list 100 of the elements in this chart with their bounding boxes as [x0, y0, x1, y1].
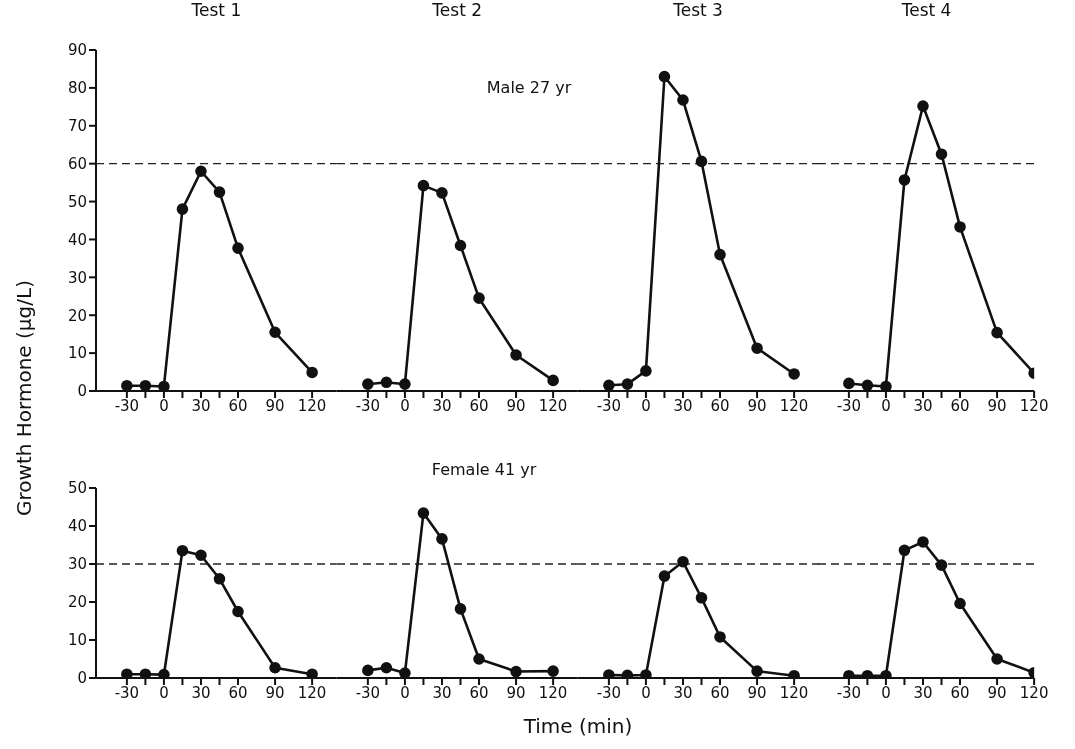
x-tick-label: 120 — [779, 683, 809, 702]
x-axis-title: Time (min) — [523, 714, 633, 738]
chart-title: Test 4 — [900, 0, 953, 20]
point — [713, 631, 726, 643]
x-tick-label: -30 — [596, 396, 621, 415]
x-tick-label: 0 — [640, 683, 651, 702]
x-tick-label: 30 — [673, 683, 693, 702]
point — [269, 661, 281, 674]
y-tick-label: 10 — [67, 631, 87, 650]
point — [121, 379, 133, 391]
point — [454, 603, 467, 615]
point — [398, 378, 411, 390]
x-tick-label: 0 — [881, 683, 892, 702]
x-tick-label: 30 — [432, 396, 452, 415]
x-tick-label: 60 — [469, 396, 489, 415]
point — [121, 668, 133, 678]
annotation: Male 27 yr — [486, 78, 572, 97]
x-tick-label: 0 — [159, 396, 169, 415]
y-tick-label: 40 — [67, 230, 87, 249]
y-tick-label: 50 — [67, 192, 87, 211]
point — [232, 605, 244, 618]
point — [213, 186, 226, 198]
point — [269, 326, 281, 339]
point — [139, 668, 152, 678]
x-tick-label: 30 — [191, 396, 211, 415]
point — [658, 70, 670, 83]
text: Female 41 yr — [431, 460, 537, 479]
point — [158, 380, 170, 391]
point — [899, 174, 911, 186]
point — [639, 365, 652, 377]
x-tick-label: 60 — [469, 683, 489, 702]
point — [658, 570, 670, 582]
x-tick-label: 30 — [913, 683, 933, 702]
point — [510, 349, 522, 361]
point — [547, 374, 559, 387]
point — [936, 148, 948, 160]
point — [380, 661, 393, 674]
point — [195, 549, 207, 562]
y-tick-label: 40 — [67, 517, 87, 536]
point — [176, 203, 189, 215]
point — [139, 379, 152, 391]
x-tick-label: 30 — [432, 683, 452, 702]
point — [473, 292, 485, 304]
x-tick-label: 60 — [950, 396, 971, 415]
y-tick-label: 0 — [77, 669, 87, 688]
point — [361, 664, 374, 677]
x-tick-label: 90 — [988, 396, 1008, 415]
point — [954, 221, 967, 233]
point — [676, 94, 689, 106]
x-tick-label: -30 — [837, 396, 862, 415]
x-tick-label: -30 — [355, 396, 380, 415]
x-tick-label: 120 — [538, 396, 568, 415]
point — [510, 665, 522, 678]
x-tick-label: 90 — [747, 683, 767, 702]
point — [547, 665, 559, 677]
point — [435, 187, 448, 199]
point — [621, 378, 633, 390]
x-tick-label: 60 — [228, 683, 248, 702]
point — [843, 377, 856, 390]
y-tick-label: 90 — [67, 41, 87, 60]
point — [991, 653, 1004, 665]
point — [880, 380, 893, 391]
point — [361, 378, 374, 390]
x-tick-label: 90 — [747, 396, 767, 415]
x-tick-label: 0 — [399, 396, 410, 415]
x-tick-label: 30 — [191, 683, 211, 702]
y-tick-label: 60 — [67, 154, 87, 173]
point — [787, 368, 800, 380]
chart-title: Test 2 — [431, 0, 484, 20]
point — [676, 555, 689, 568]
y-tick-label: 20 — [67, 593, 87, 612]
chart-title: Test 3 — [672, 0, 724, 20]
x-tick-label: -30 — [837, 683, 862, 702]
x-tick-label: 120 — [538, 683, 568, 702]
x-tick-label: -30 — [355, 683, 380, 702]
x-tick-label: 30 — [673, 396, 693, 415]
x-tick-label: 90 — [265, 683, 285, 702]
point — [195, 165, 207, 178]
point — [862, 379, 874, 391]
point — [176, 544, 189, 557]
y-tick-label: 10 — [67, 344, 87, 363]
x-tick-label: -30 — [596, 683, 621, 702]
x-tick-label: 60 — [710, 396, 730, 415]
point — [917, 100, 930, 112]
point — [158, 668, 170, 678]
point — [602, 379, 615, 391]
point — [232, 242, 244, 254]
x-tick-label: 0 — [640, 396, 651, 415]
x-tick-label: 90 — [506, 683, 526, 702]
point — [695, 155, 707, 168]
x-tick-label: 120 — [1020, 396, 1049, 415]
x-tick-label: 60 — [950, 683, 971, 702]
point — [454, 239, 467, 252]
x-tick-label: 120 — [779, 396, 809, 415]
point — [213, 573, 226, 585]
x-tick-label: 90 — [265, 396, 285, 415]
point — [306, 366, 318, 379]
point — [398, 667, 411, 678]
x-tick-label: 60 — [228, 396, 248, 415]
point — [917, 536, 930, 548]
